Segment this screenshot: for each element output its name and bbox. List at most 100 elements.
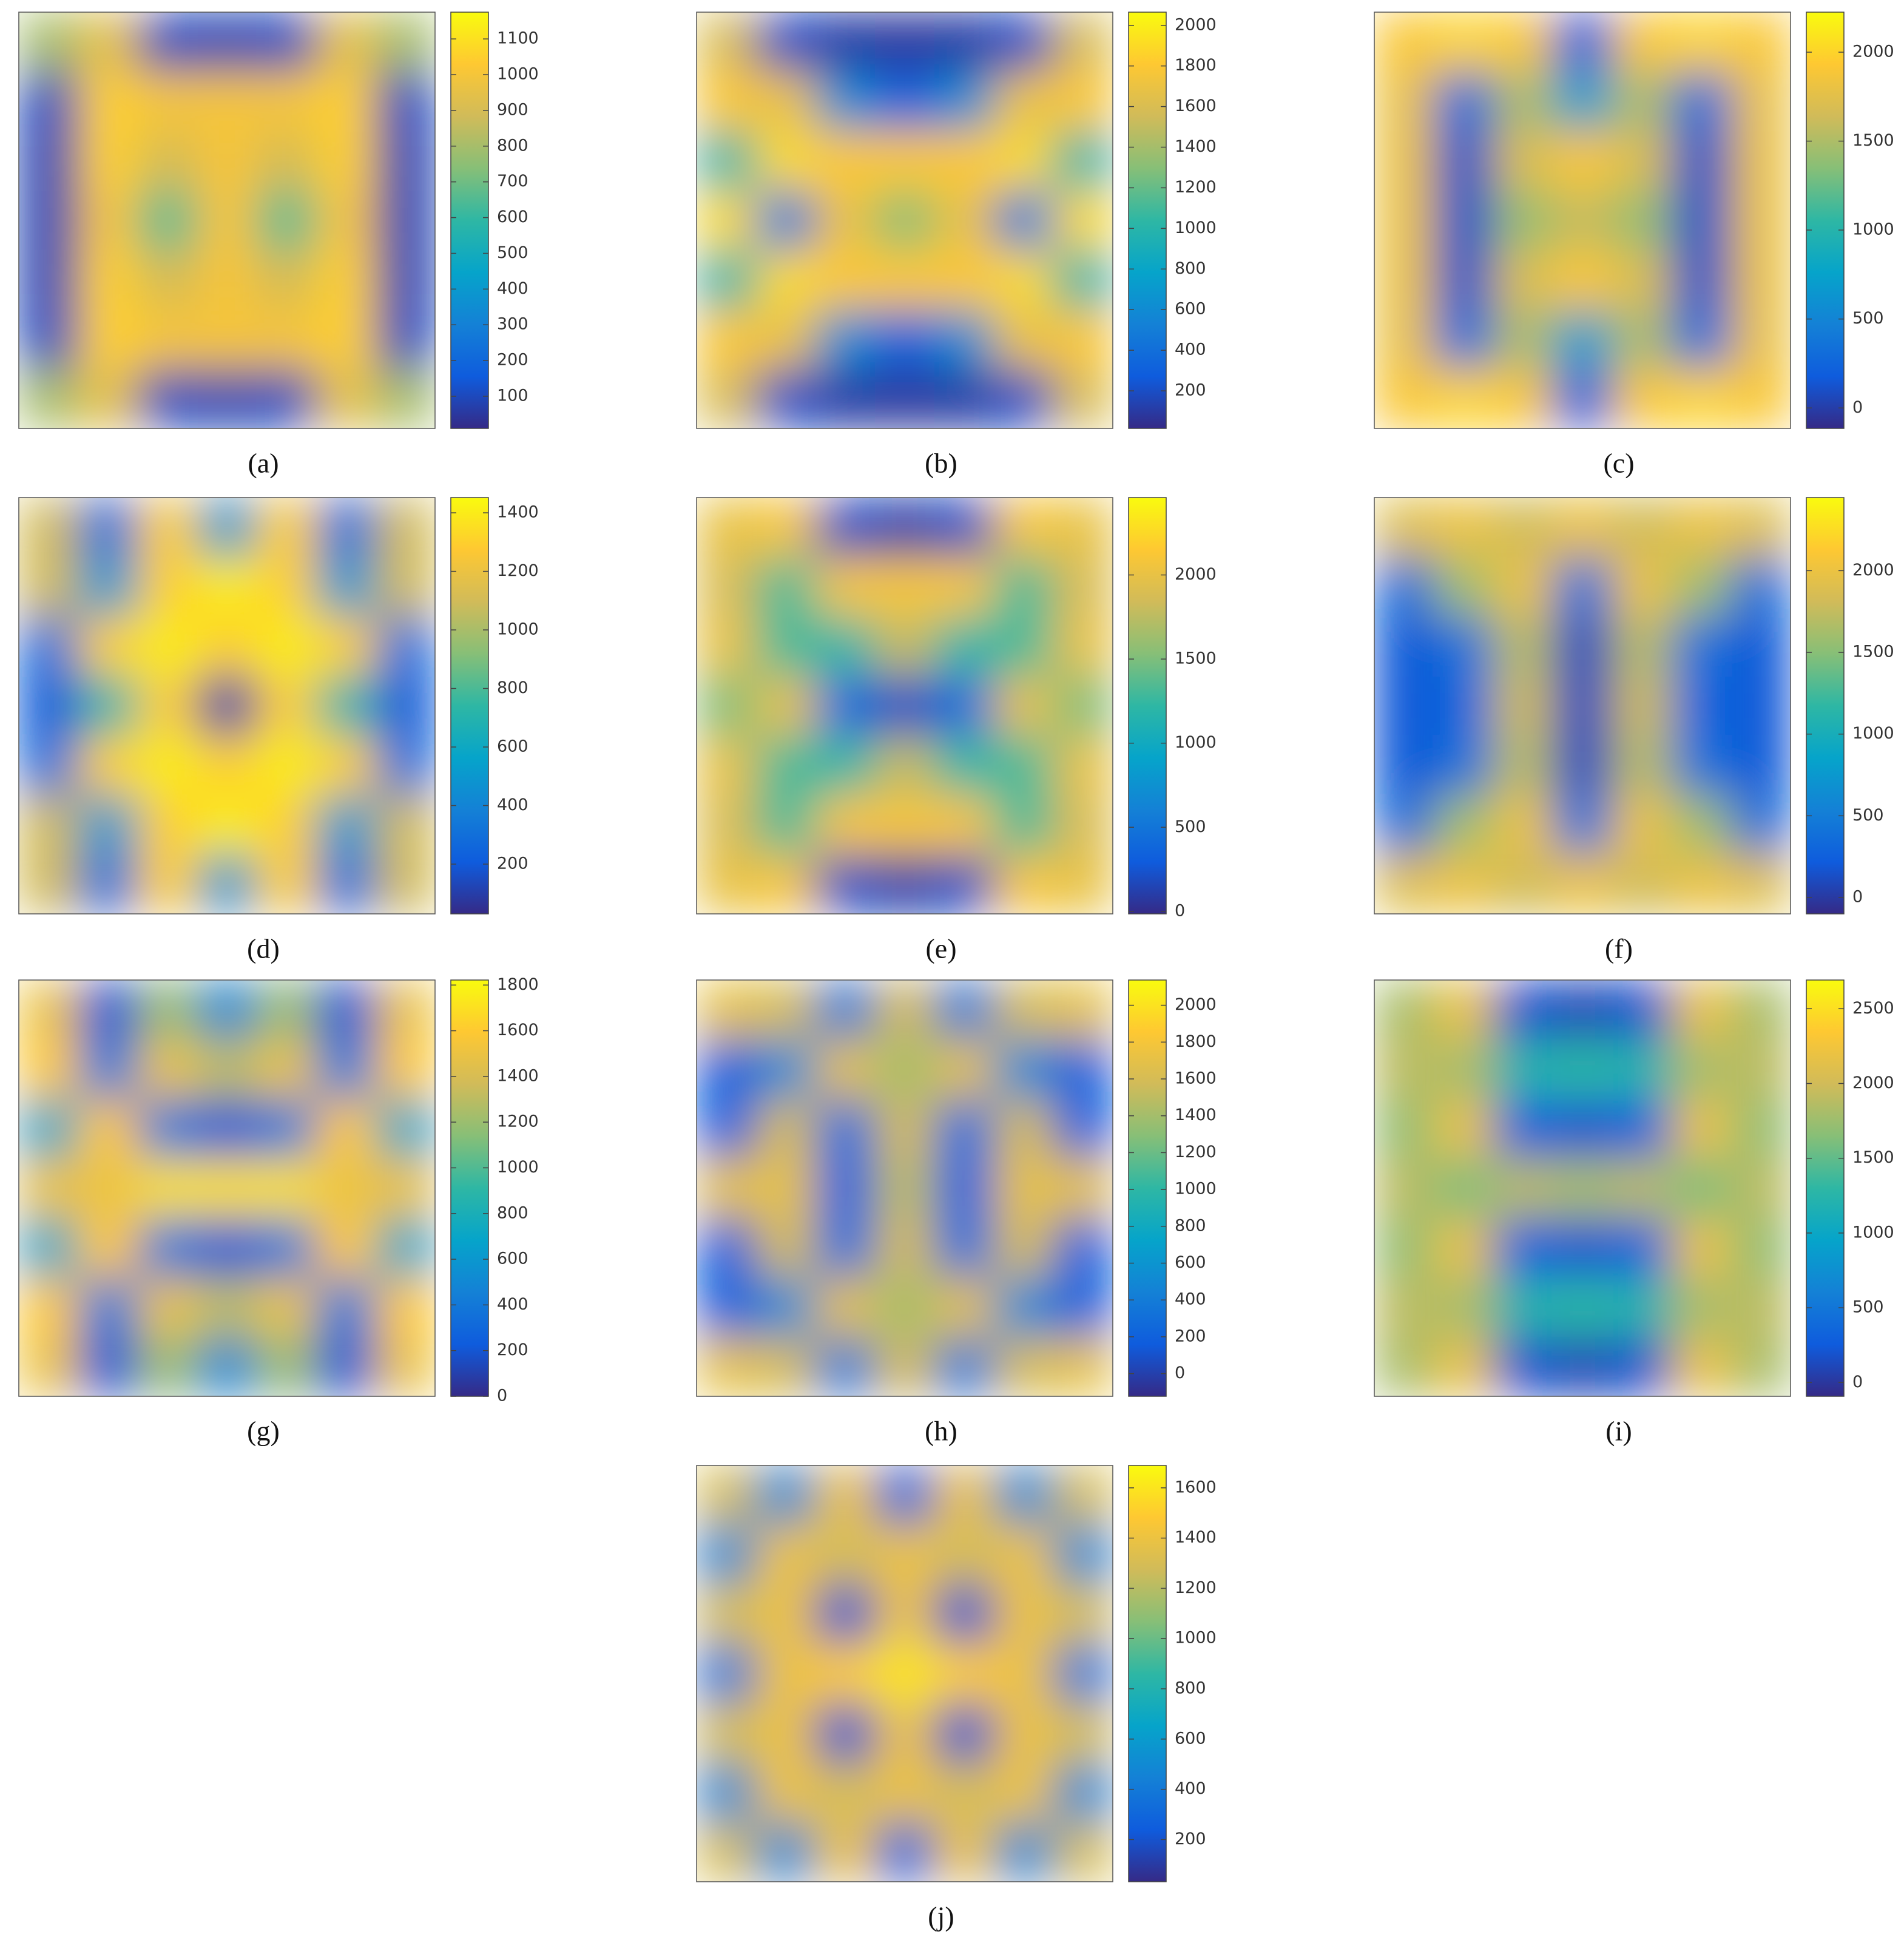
heatmap-cell: [316, 1277, 376, 1337]
heatmap-cell: [78, 795, 138, 855]
panel-caption: (i): [1605, 1416, 1632, 1447]
heatmap-cell: [316, 557, 376, 617]
heatmap-cell: [1553, 854, 1613, 914]
colorbar-tick-label: 400: [497, 1295, 528, 1314]
heatmap-cell: [756, 557, 816, 617]
heatmap-cell: [697, 1822, 757, 1882]
heatmap-cell: [697, 676, 757, 736]
colorbar-tick-label: 1000: [1175, 1180, 1217, 1198]
heatmap-cell: [376, 1218, 435, 1278]
heatmap-cell: [934, 1099, 994, 1159]
heatmap-cell: [697, 250, 757, 310]
heatmap-cell: [1553, 1277, 1613, 1337]
heatmap-cell: [756, 1703, 816, 1763]
heatmap-cell: [994, 1763, 1054, 1823]
colorbar: [450, 12, 489, 429]
heatmap-cell: [1731, 309, 1791, 370]
colorbar-tick-label: 0: [1852, 398, 1863, 417]
heatmap-cell: [1053, 617, 1113, 677]
heatmap-cell: [376, 1039, 435, 1100]
colorbar-tick-label: 900: [497, 100, 528, 119]
heatmap-cell: [1731, 1337, 1791, 1396]
heatmap-cell: [875, 498, 935, 558]
heatmap-cell: [875, 191, 935, 251]
colorbar-tick-label: 200: [497, 1340, 528, 1359]
heatmap-cell: [1374, 1337, 1434, 1396]
colorbar-tick-label: 2000: [1175, 15, 1217, 34]
heatmap-cell: [1374, 676, 1434, 736]
heatmap-cell: [316, 250, 376, 310]
heatmap-cell: [875, 309, 935, 370]
heatmap-cell: [697, 735, 757, 796]
heatmap-cell: [376, 617, 435, 677]
heatmap-cell: [934, 1039, 994, 1100]
colorbar-tick-label: 1000: [1852, 1223, 1894, 1242]
colorbar-tick-label: 800: [1175, 1679, 1206, 1698]
heatmap-cell: [19, 131, 79, 191]
heatmap-cell: [756, 854, 816, 914]
heatmap-cell: [1612, 12, 1672, 72]
heatmap-cell: [875, 795, 935, 855]
heatmap-cell: [756, 1822, 816, 1882]
heatmap-cell: [994, 854, 1054, 914]
heatmap-cell: [138, 369, 198, 428]
heatmap-cell: [1053, 1277, 1113, 1337]
heatmap-cell: [1612, 795, 1672, 855]
heatmap-cells: [1374, 12, 1791, 428]
heatmap-cell: [934, 1525, 994, 1585]
heatmap-cell: [1434, 1039, 1494, 1100]
colorbar-tick-label: 400: [497, 279, 528, 298]
heatmap-cell: [1731, 557, 1791, 617]
heatmap-cell: [875, 1703, 935, 1763]
heatmap-cell: [197, 309, 257, 370]
heatmap-cell: [78, 369, 138, 428]
heatmap-cell: [257, 854, 317, 914]
heatmap-cell: [78, 72, 138, 132]
heatmap-cell: [875, 72, 935, 132]
heatmap-cell: [697, 12, 757, 72]
heatmap-cell: [1553, 72, 1613, 132]
heatmap-cell: [1434, 854, 1494, 914]
panel-caption: (h): [925, 1416, 957, 1447]
heatmap-cell: [994, 72, 1054, 132]
colorbar-tick-label: 400: [1175, 1779, 1206, 1798]
heatmap-cell: [1374, 191, 1434, 251]
heatmap-cell: [1672, 498, 1732, 558]
heatmap-cell: [1374, 1099, 1434, 1159]
heatmap-cell: [1053, 1158, 1113, 1218]
heatmap-cell: [756, 795, 816, 855]
heatmap-cell: [1612, 498, 1672, 558]
heatmap-cell: [1493, 1218, 1553, 1278]
heatmap-cell: [1374, 12, 1434, 72]
heatmap-cell: [756, 1099, 816, 1159]
heatmap-cell: [1731, 1277, 1791, 1337]
heatmap-cell: [1672, 854, 1732, 914]
colorbar: [1806, 497, 1845, 914]
heatmap-cell: [316, 131, 376, 191]
heatmap-cell: [376, 498, 435, 558]
colorbar-tick-label: 1000: [497, 65, 539, 84]
heatmap-cell: [78, 1218, 138, 1278]
heatmap-cell: [1374, 1218, 1434, 1278]
heatmap-cell: [1612, 1039, 1672, 1100]
heatmap-cell: [1553, 1158, 1613, 1218]
heatmap-cell: [875, 980, 935, 1040]
heatmap-cell: [316, 1337, 376, 1396]
heatmap-cell: [1672, 735, 1732, 796]
colorbar-tick-label: 400: [497, 796, 528, 814]
heatmap-cell: [697, 617, 757, 677]
heatmap: [697, 12, 1113, 428]
colorbar-tick-label: 800: [497, 136, 528, 155]
heatmap-cell: [257, 191, 317, 251]
heatmap-cell: [756, 1644, 816, 1704]
heatmap-cell: [316, 498, 376, 558]
colorbar-tick-label: 1400: [497, 503, 539, 522]
heatmap-cell: [994, 131, 1054, 191]
heatmap-cell: [257, 131, 317, 191]
heatmap-cell: [815, 1763, 876, 1823]
heatmap-cell: [1053, 557, 1113, 617]
heatmap-cell: [197, 1158, 257, 1218]
heatmap-cell: [1672, 1337, 1732, 1396]
heatmap-cell: [257, 1277, 317, 1337]
heatmap-cell: [815, 1584, 876, 1644]
